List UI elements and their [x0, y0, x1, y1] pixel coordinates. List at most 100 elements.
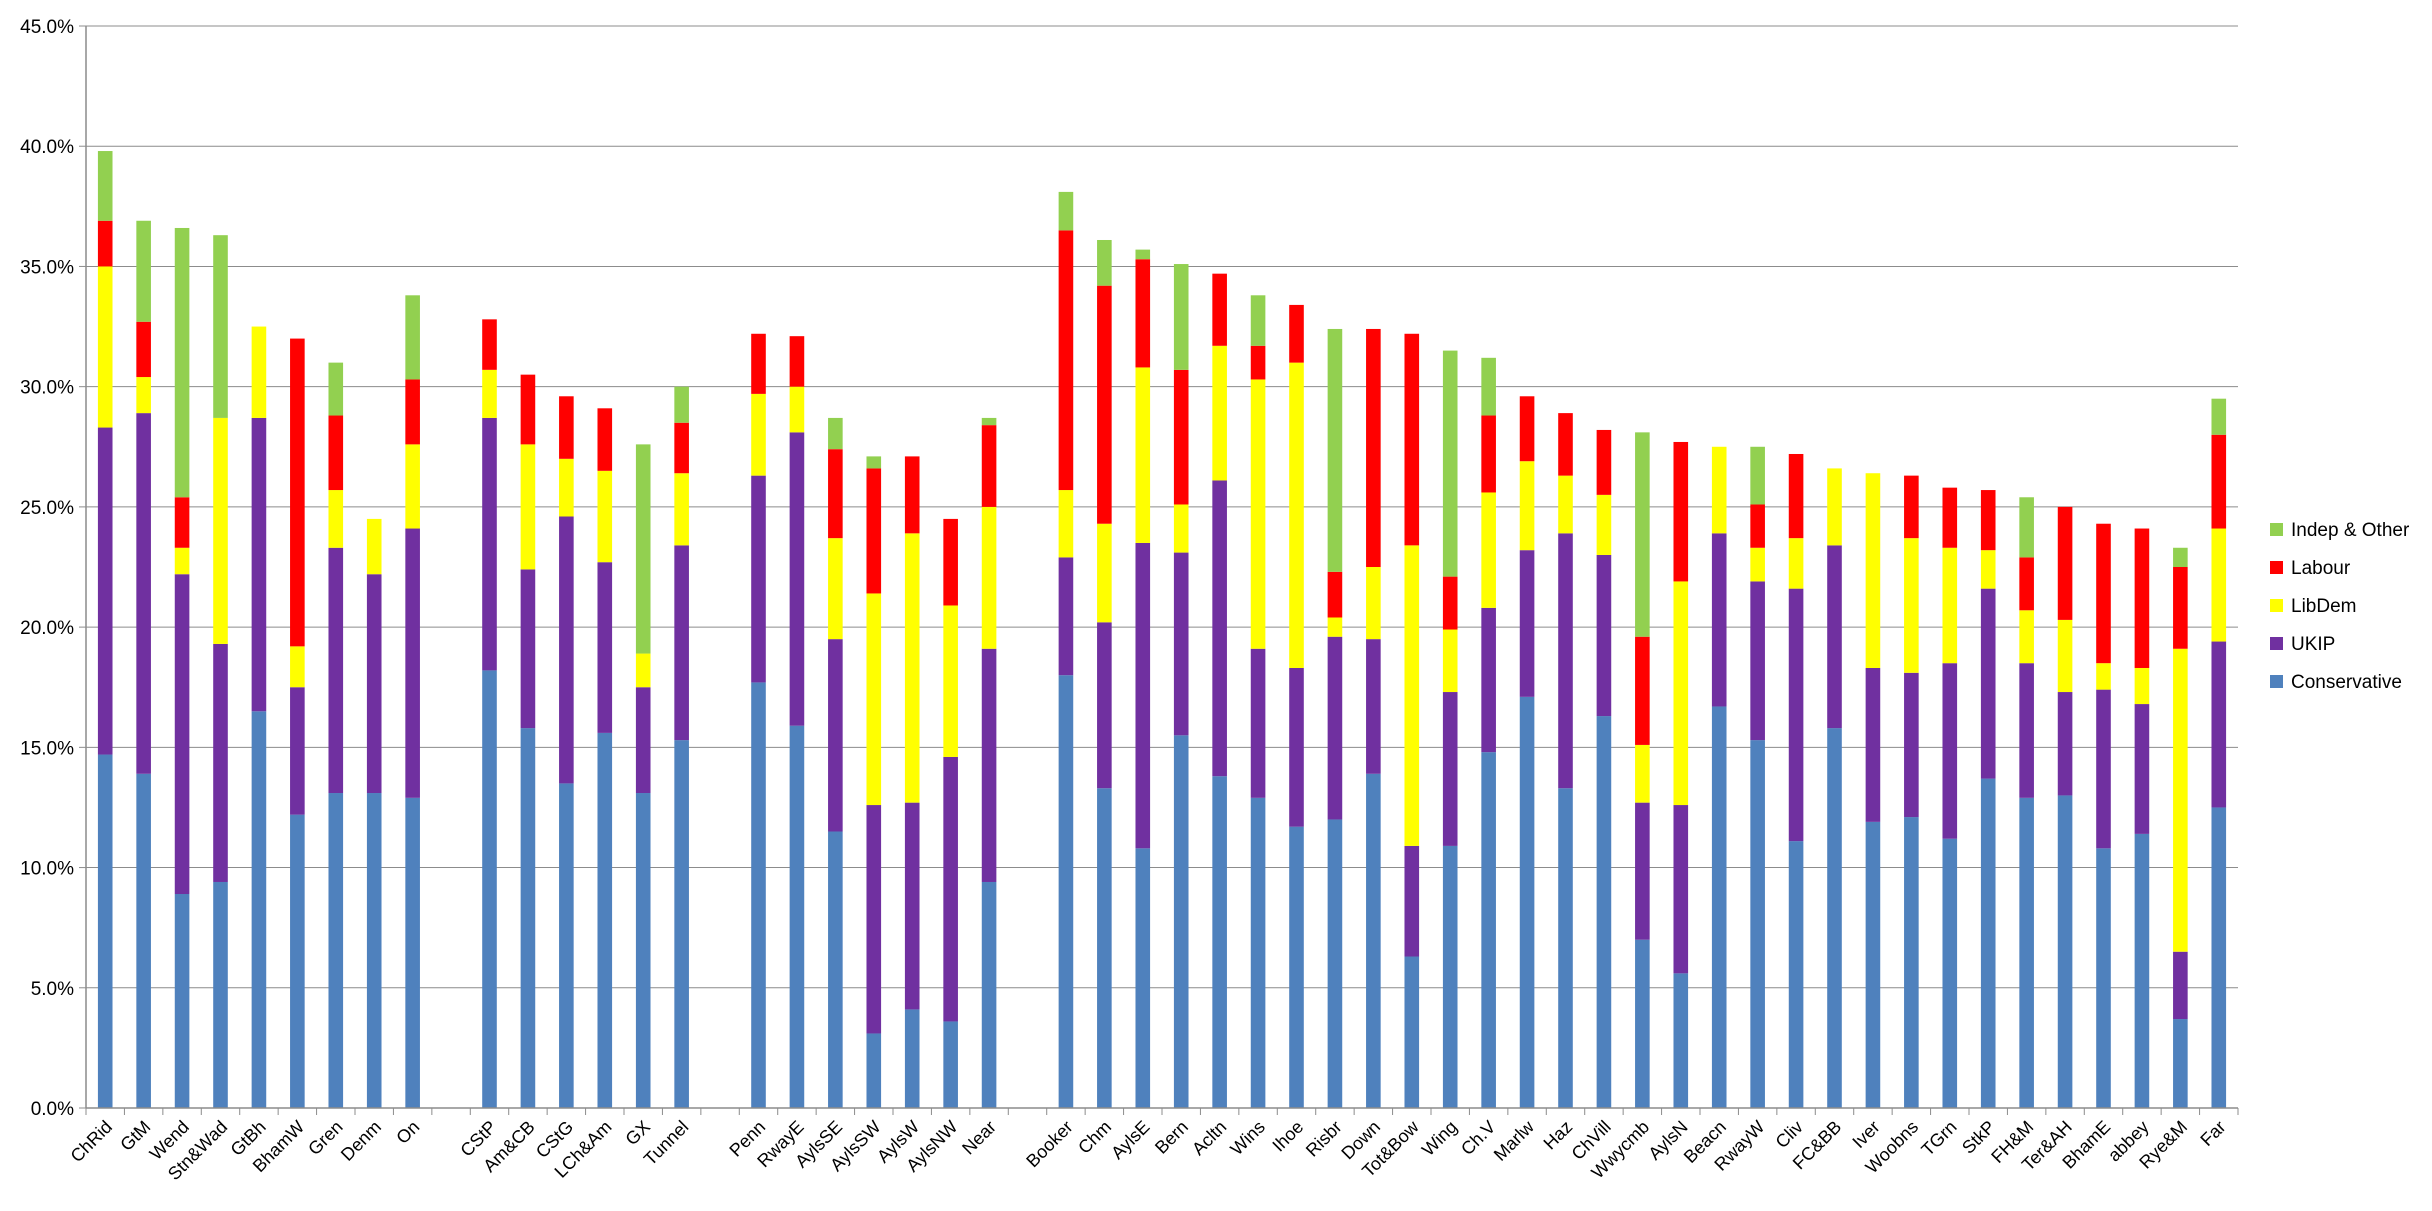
bar-segment	[1173, 264, 1189, 370]
bar-segment	[1289, 304, 1304, 363]
bar-segment	[2057, 619, 2073, 693]
bar-segment	[1289, 826, 1304, 1108]
bar-segment	[1750, 581, 1765, 741]
bar-segment	[1366, 328, 1381, 567]
bar-segment	[174, 547, 190, 575]
bar-segment	[136, 321, 151, 378]
bar-segment	[1058, 191, 1074, 231]
bar-segment	[1980, 588, 1996, 779]
bar-segment	[2173, 951, 2188, 1020]
bar-segment	[1711, 446, 1727, 534]
bar-segment	[1481, 357, 1496, 416]
bar-segment	[251, 417, 267, 712]
bar-segment	[943, 605, 958, 757]
x-tick-label: Denm	[337, 1117, 385, 1165]
bar-segment	[1404, 545, 1420, 846]
x-tick-label: Wins	[1226, 1117, 1268, 1159]
bar-segment	[1635, 939, 1650, 1108]
bar-segment	[866, 468, 882, 594]
bar-segment	[2134, 667, 2150, 705]
bar-segment	[1173, 735, 1189, 1108]
bar-segment	[1135, 259, 1151, 368]
bar-segment	[981, 425, 997, 507]
bar-segment	[1673, 805, 1689, 974]
bar-segment	[482, 417, 497, 671]
bar-segment	[1596, 716, 1612, 1108]
bar-segment	[635, 793, 651, 1108]
x-tick-label: Booker	[1022, 1117, 1076, 1171]
bar-segment	[1750, 547, 1765, 582]
bar-segment	[828, 538, 843, 640]
bar-segment	[1404, 845, 1420, 957]
bar-segment	[2134, 704, 2150, 834]
bar-segment	[981, 417, 997, 426]
bar-segment	[1558, 413, 1573, 476]
bar-segment	[2173, 1019, 2188, 1108]
bar-segment	[1481, 492, 1496, 608]
bar-segment	[1135, 542, 1151, 849]
bar-segment	[1865, 821, 1881, 1108]
bar-segment	[1635, 432, 1650, 637]
bar-segment	[789, 336, 805, 387]
bar-segment	[559, 458, 574, 517]
bar-segment	[136, 413, 151, 774]
bar-segment	[213, 881, 228, 1108]
bar-segment	[1980, 550, 1996, 589]
bar-segment	[520, 444, 536, 570]
bar-segment	[1827, 545, 1842, 729]
bar-segment	[981, 881, 997, 1108]
bars	[97, 151, 2227, 1108]
bar-segment	[366, 574, 382, 794]
bar-segment	[674, 422, 689, 474]
bar-segment	[482, 369, 497, 418]
bar-segment	[789, 386, 805, 433]
bar-segment	[1404, 956, 1420, 1108]
bar-segment	[1173, 504, 1189, 553]
bar-segment	[904, 533, 920, 803]
bar-segment	[1711, 706, 1727, 1108]
bar-segment	[1942, 487, 1958, 548]
bar-segment	[366, 518, 382, 575]
bar-segment	[2173, 567, 2188, 649]
bar-segment	[1980, 778, 1996, 1108]
bar-segment	[828, 417, 843, 450]
bar-segment	[1327, 819, 1343, 1108]
bar-segment	[1673, 973, 1689, 1108]
bar-segment	[2134, 833, 2150, 1108]
legend-label: UKIP	[2291, 634, 2335, 655]
bar-segment	[2211, 807, 2227, 1108]
bar-segment	[751, 682, 766, 1108]
bar-segment	[1058, 675, 1074, 1108]
bar-segment	[1173, 552, 1189, 736]
bar-segment	[405, 528, 420, 798]
bar-segment	[1673, 581, 1689, 806]
bar-segment	[1750, 740, 1765, 1108]
bar-segment	[1865, 667, 1881, 822]
bar-segment	[2096, 848, 2111, 1108]
bar-segment	[1097, 239, 1112, 286]
bar-segment	[405, 295, 420, 380]
y-tick-label: 15.0%	[20, 738, 74, 759]
bar-segment	[1212, 345, 1227, 481]
x-tick-label: TGrn	[1917, 1117, 1960, 1160]
bar-segment	[559, 396, 574, 459]
bar-segment	[1711, 533, 1727, 707]
bar-segment	[2019, 663, 2034, 798]
bar-segment	[1212, 776, 1227, 1108]
bar-segment	[1827, 728, 1842, 1108]
bar-segment	[520, 569, 536, 729]
bar-segment	[828, 831, 843, 1108]
bar-segment	[866, 805, 882, 1034]
bar-segment	[328, 547, 344, 794]
bar-segment	[97, 427, 113, 755]
bar-segment	[1519, 396, 1535, 462]
bar-segment	[1519, 696, 1535, 1108]
bar-segment	[1788, 841, 1804, 1108]
bar-segment	[1442, 576, 1458, 630]
bar-segment	[1750, 446, 1765, 505]
bar-segment	[2057, 795, 2073, 1108]
bar-segment	[136, 773, 151, 1108]
bar-segment	[1904, 672, 1919, 818]
bar-segment	[1327, 571, 1343, 618]
